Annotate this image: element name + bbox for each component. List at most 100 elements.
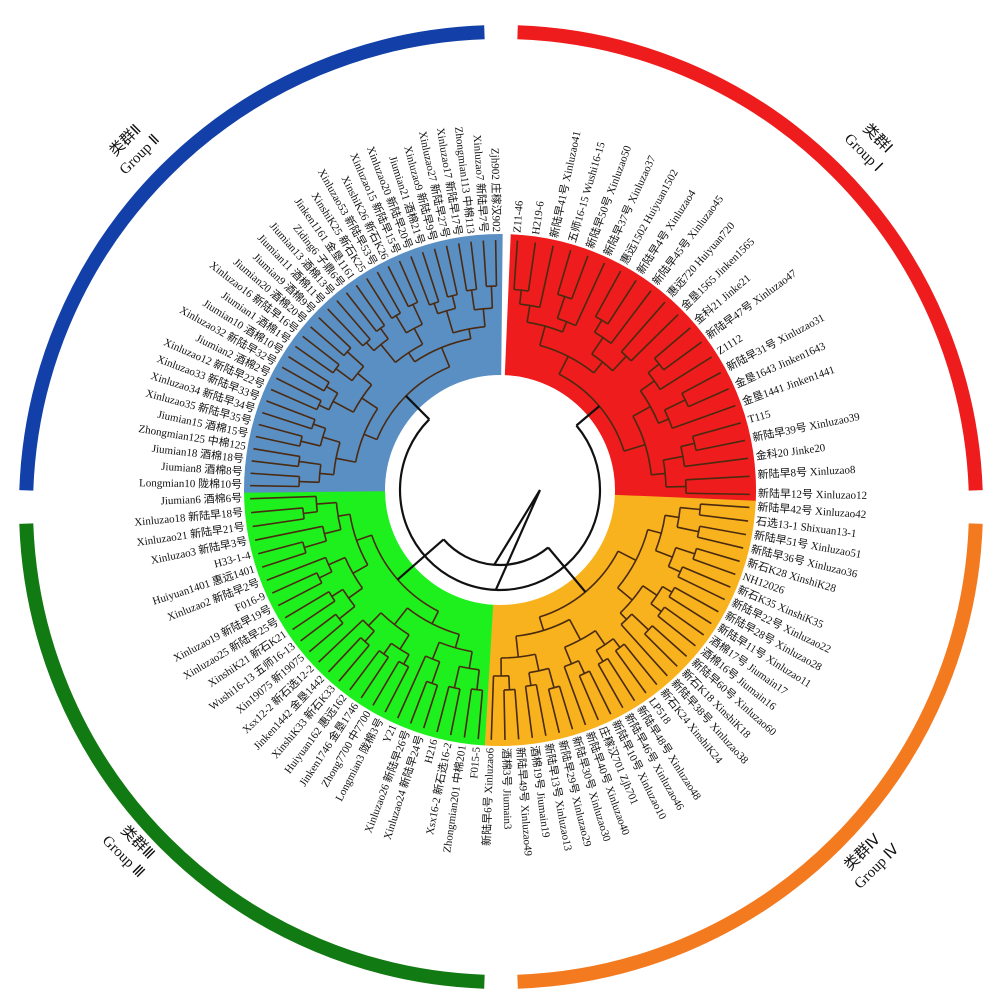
branch [556,249,572,295]
branch [376,271,402,314]
branch [680,442,695,448]
branch [524,686,534,739]
branch [570,255,589,300]
branch [250,507,303,514]
branch [346,351,365,368]
branch [319,472,334,476]
branch [277,582,323,607]
branch [591,337,604,355]
branch [399,634,410,650]
branch [414,338,471,363]
root-branch [575,405,601,427]
branch [409,681,428,724]
branch [396,655,427,719]
branch [700,503,750,509]
branch [348,587,363,599]
branch [620,301,666,353]
leaf-label: Zjh902 庄稼汉902 [489,148,504,232]
group-fan [504,234,756,502]
branch [515,636,520,658]
branch [548,668,555,688]
branch [697,536,744,549]
branch [630,313,679,362]
branch [262,411,312,430]
branch [688,388,729,408]
branch [631,613,650,631]
branch [528,672,532,686]
branch [308,622,344,653]
branch [324,528,342,535]
branch [470,289,476,310]
branch [407,352,416,363]
branch [612,355,627,372]
branch [362,338,371,347]
branch [322,436,341,444]
branch [294,345,334,374]
branch [303,510,318,515]
branch [647,363,660,374]
branch [363,433,378,441]
branch [539,245,554,308]
branch [563,666,587,726]
branch [696,547,740,563]
branch [558,685,574,730]
branch [468,651,473,669]
branch [651,472,666,476]
group-fan [244,490,494,746]
leaf-label: 酒棉3号 Jiumain3 [500,748,516,830]
branch [316,501,337,505]
branch [654,515,666,551]
branch [681,371,722,394]
group-fans [244,233,756,746]
branch [647,372,661,390]
branch [384,666,410,713]
branch [365,341,375,352]
tree-branches [250,240,750,740]
branch [436,686,450,733]
branch [474,307,493,311]
branch [490,675,495,740]
branch [352,564,369,575]
branch [250,495,317,500]
leaf-label: 新陆早12号 Xinluzao12 [758,486,867,502]
leaf-label: T115 [747,408,773,426]
branch [482,240,488,287]
branch [453,666,461,688]
branch [534,654,540,672]
root-branch [547,546,587,593]
branch [352,384,373,413]
branch [564,660,579,668]
branch [373,338,389,352]
branch [682,566,731,588]
root-branch [405,395,431,421]
branch [271,572,318,594]
branch [297,456,301,467]
branch [327,637,362,673]
branch [699,514,749,522]
branch [395,315,407,334]
branch [451,295,457,309]
branch [255,435,300,447]
branch [577,660,586,674]
branch [463,688,473,738]
branch [655,549,673,558]
branch [335,457,356,463]
branch [335,613,344,624]
branch [699,525,747,536]
branch [328,556,346,566]
branch [288,356,330,383]
branch [449,688,461,736]
branch [300,440,321,447]
branch [459,665,480,671]
branch [261,552,307,568]
branch [421,252,440,302]
branch [617,587,633,601]
branch [338,644,370,682]
branch [568,619,582,641]
branch [606,658,636,702]
branch [593,361,604,374]
branch [696,526,701,538]
leaf-label: H219-6 [530,200,547,235]
branch [364,630,375,643]
branch [387,266,410,307]
